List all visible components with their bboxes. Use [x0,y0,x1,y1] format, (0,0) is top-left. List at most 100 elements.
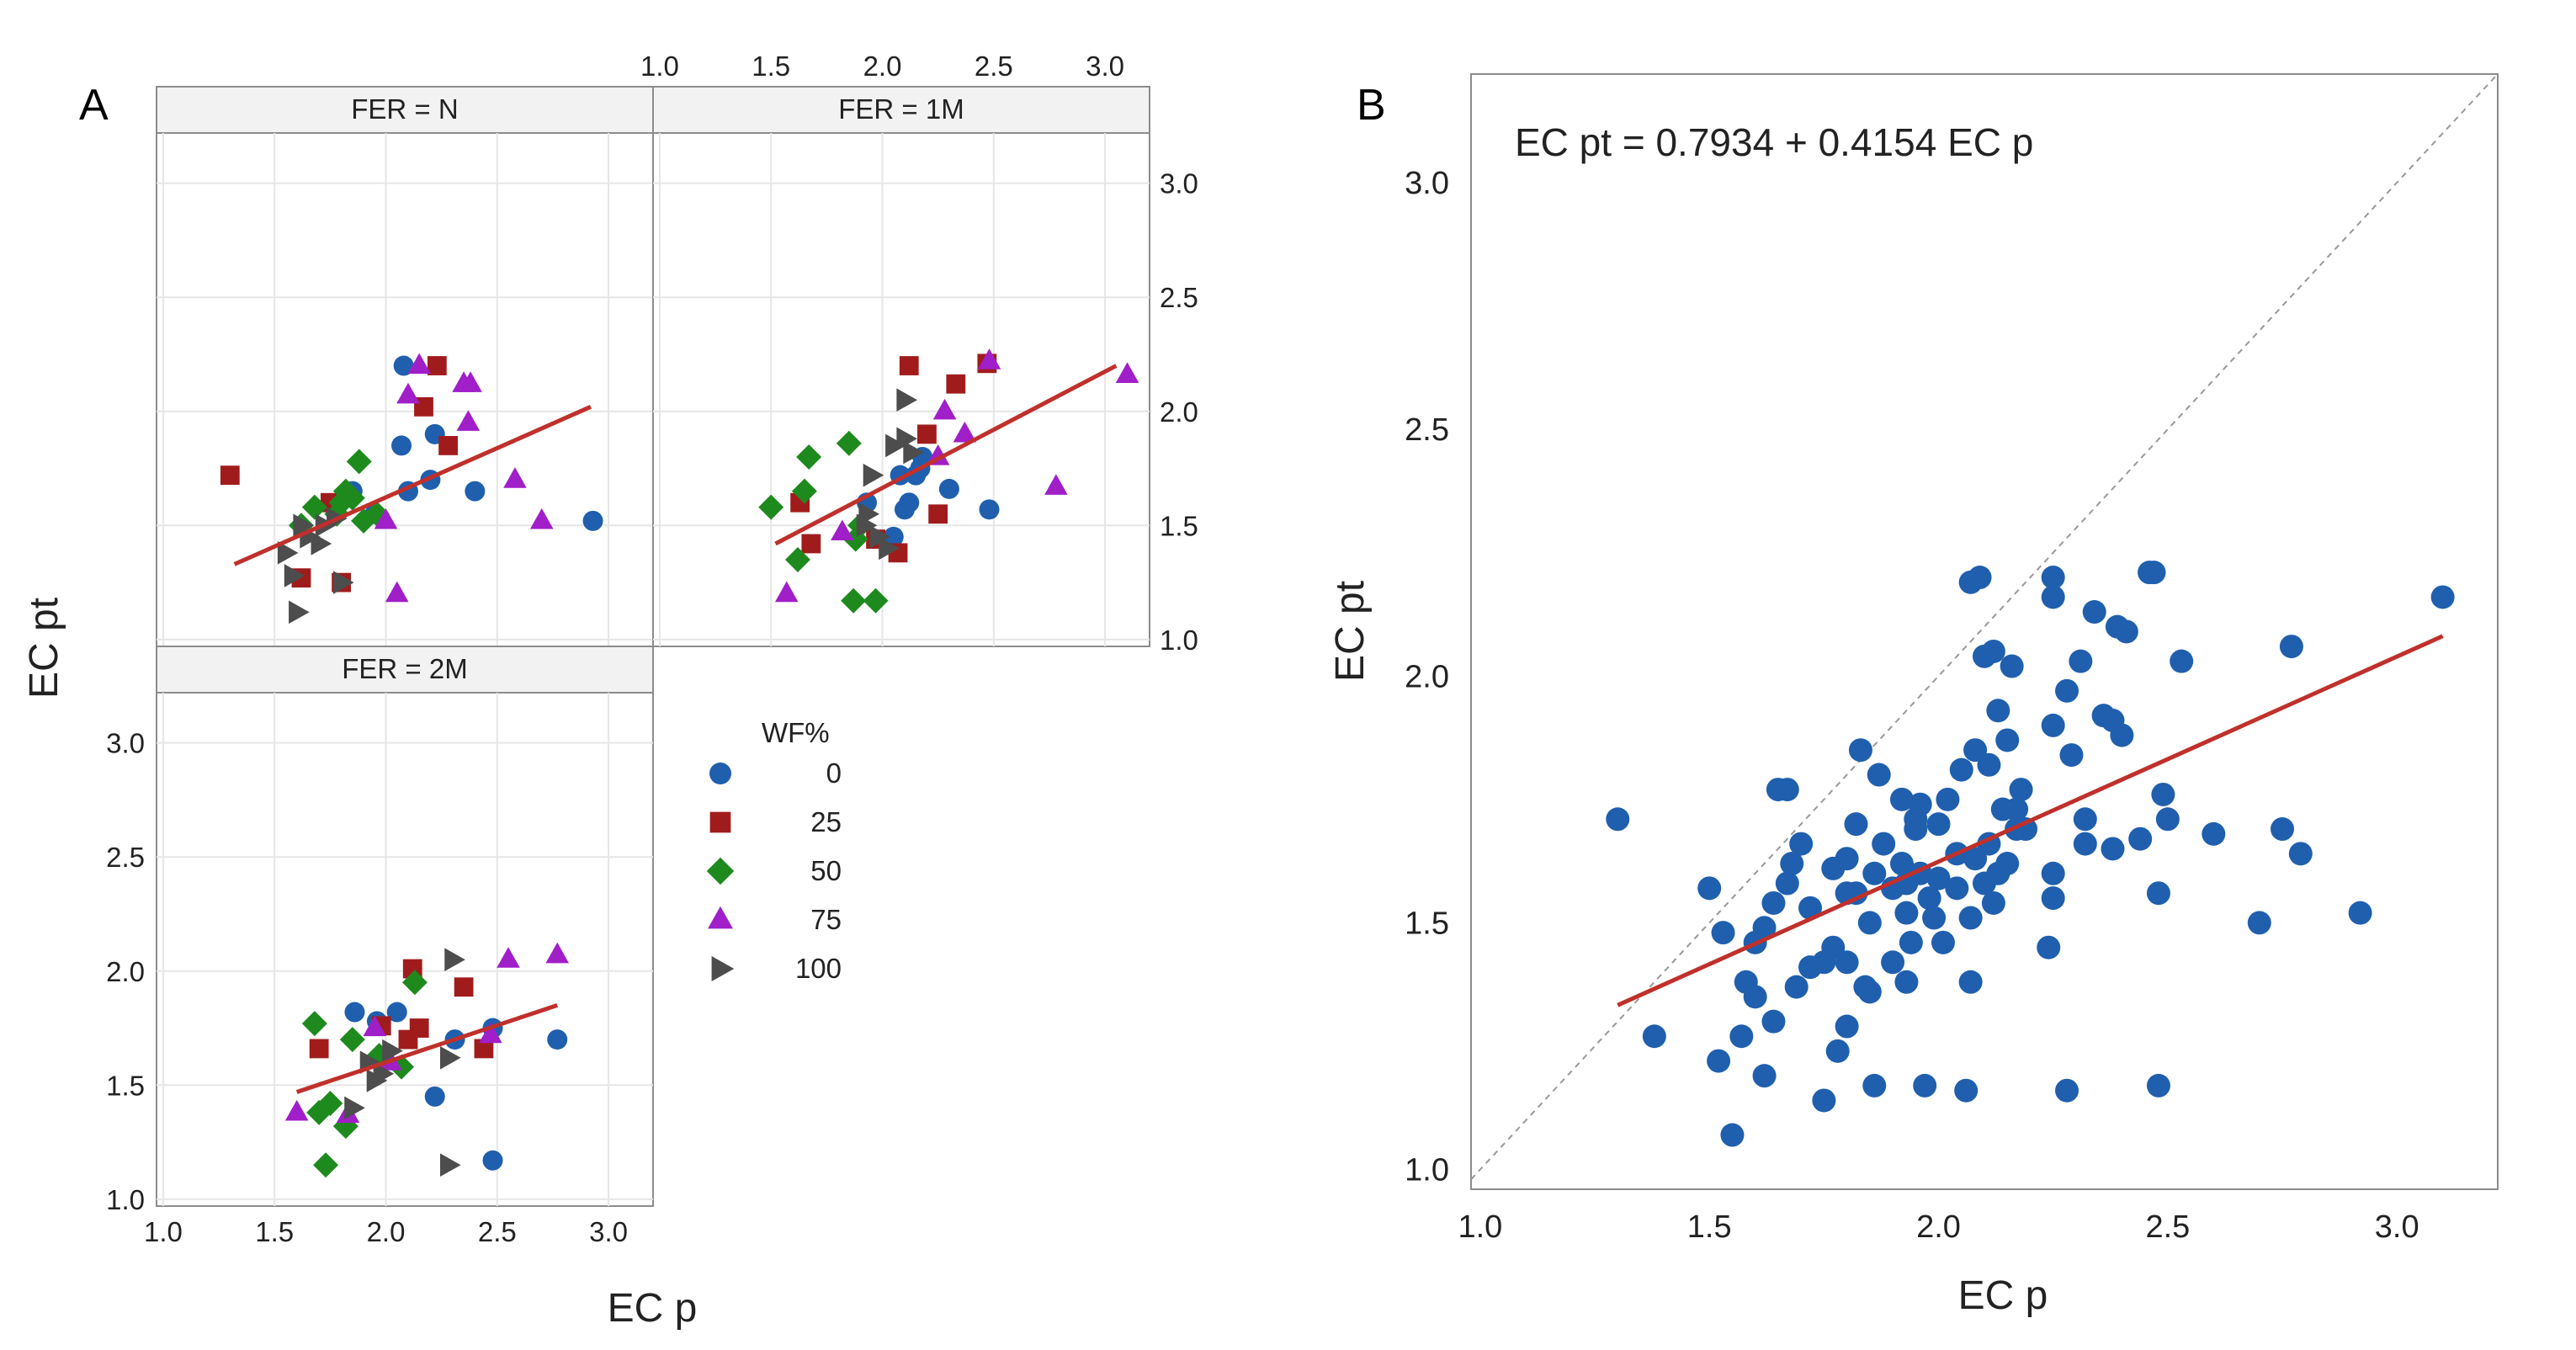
data-point [2073,832,2097,856]
data-point [1835,1014,1859,1039]
left-y-ticks: 1.0 1.5 2.0 2.5 3.0 [106,728,145,1215]
data-point [1945,876,1969,901]
data-point [2202,821,2226,846]
data-point [1862,1073,1887,1098]
y-tick-label: 1.5 [106,1070,145,1101]
data-point [1798,896,1823,920]
point-wf-100 [885,433,906,458]
point-wf-100 [903,440,924,465]
data-point [1926,812,1951,837]
legend: WF% 0 25 50 75 100 [706,717,842,984]
data-point [1958,906,1983,930]
data-point [1642,1024,1666,1049]
data-point [2000,654,2024,678]
point-wf-100 [439,1153,461,1177]
right-y-ticks: 1.0 1.5 2.0 2.5 3.0 [1160,168,1198,656]
data-point [1720,1123,1745,1147]
data-points [1606,561,2455,1147]
point-wf-100 [439,1045,461,1070]
point-wf-100 [382,1039,403,1063]
data-point [2110,723,2134,747]
facet-title: FER = N [351,93,458,125]
x-tick-label: 3.0 [1086,50,1124,82]
point-wf-50 [339,1027,365,1053]
y-tick-label: 1.0 [1405,1153,1449,1188]
data-point [1922,906,1947,930]
point-wf-25 [454,977,474,997]
x-tick-label: 2.5 [2145,1209,2190,1245]
data-point [1958,970,1983,994]
point-wf-0 [938,478,959,499]
data-point [1789,832,1814,856]
bottom-x-ticks: 1.0 1.5 2.0 2.5 3.0 [144,1216,628,1247]
point-wf-50 [346,449,372,475]
data-point [2348,901,2372,925]
data-point [1761,890,1786,915]
legend-marker-wf-25 [709,811,731,833]
data-point [1881,950,1905,975]
x-tick-label: 1.5 [1687,1209,1732,1245]
data-point [1894,970,1919,994]
point-wf-100 [879,536,900,561]
point-wf-100 [896,388,917,412]
x-tick-label: 1.0 [1458,1209,1502,1245]
y-tick-label: 1.0 [106,1184,145,1215]
data-point [2151,782,2175,806]
point-wf-0 [482,1150,503,1171]
x-tick-label: 1.0 [640,50,679,82]
point-wf-25 [801,534,821,554]
data-point [1968,566,1992,590]
data-point [2055,1078,2079,1103]
data-point [1862,861,1887,885]
data-point [1784,975,1809,999]
point-wf-50 [841,587,867,614]
data-point [2055,678,2079,703]
data-point [1872,832,1896,856]
point-wf-100 [856,513,878,538]
point-wf-25 [398,1029,418,1050]
data-point [1931,930,1955,954]
point-wf-75 [932,398,957,420]
x-tick-label: 3.0 [2375,1209,2419,1245]
data-point [2142,561,2166,585]
data-point [2146,881,2170,906]
data-point [1857,980,1882,1004]
point-wf-75 [459,371,482,392]
data-point [1844,812,1868,837]
data-points [220,353,603,625]
point-wf-0 [894,499,915,520]
data-points [758,348,1139,614]
point-wf-75 [385,581,409,603]
data-point [2041,886,2065,911]
point-wf-100 [293,513,314,538]
data-point [2005,797,2029,821]
data-point [1711,921,1735,945]
gridlines [653,133,1150,646]
point-wf-50 [301,494,327,520]
data-point [2170,649,2194,673]
point-wf-50 [339,485,365,511]
y-tick-label: 2.0 [1405,659,1449,694]
y-ticks: 1.0 1.5 2.0 2.5 3.0 [1405,166,1449,1188]
panel-label-a: A [79,81,109,130]
legend-label: 50 [810,855,842,886]
data-point [1848,738,1872,763]
point-wf-100 [277,541,299,565]
data-point [2041,861,2065,885]
point-wf-25 [309,1039,329,1059]
legend-marker-wf-0 [709,763,731,784]
point-wf-0 [393,355,414,376]
data-point [1926,866,1951,890]
data-point [1894,901,1919,925]
point-wf-75 [456,410,481,431]
data-point [2101,837,2125,861]
point-wf-50 [791,478,817,504]
x-tick-label: 2.0 [1916,1209,1961,1245]
point-wf-0 [883,526,904,547]
data-point [1963,847,1988,871]
data-point [2146,1073,2170,1098]
legend-title: WF% [762,717,830,748]
data-points [284,942,570,1178]
legend-label: 25 [810,806,842,837]
legend-label: 100 [795,953,842,984]
